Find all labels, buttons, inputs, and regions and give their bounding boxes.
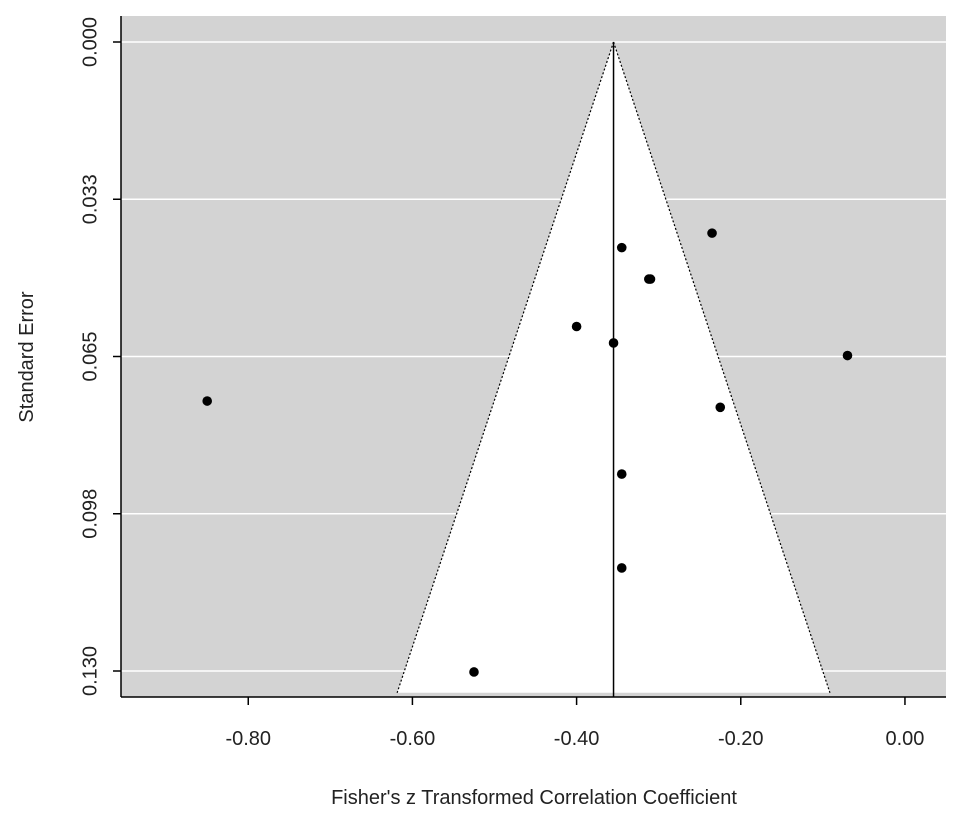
x-axis-title: Fisher's z Transformed Correlation Coeff… [331, 787, 737, 809]
data-point-3 [644, 274, 654, 284]
data-point-5 [608, 338, 619, 348]
x-tick-label-2: -0.40 [554, 728, 600, 750]
data-point-10 [616, 563, 627, 573]
data-point-11 [469, 667, 479, 677]
x-tick-label-4: 0.00 [885, 728, 924, 750]
data-point-1 [616, 242, 627, 253]
y-tick-label-2: 0.065 [79, 331, 101, 381]
data-point-8 [715, 402, 726, 413]
data-point-6 [842, 350, 853, 361]
y-axis-ticks: 0.000 0.033 0.065 0.098 0.130 [79, 17, 121, 696]
y-axis-title: Standard Error [16, 291, 38, 423]
x-tick-label-3: -0.20 [718, 728, 764, 750]
data-point-4 [571, 321, 582, 332]
y-tick-label-3: 0.098 [79, 489, 101, 539]
data-point-0 [707, 228, 717, 238]
y-tick-label-1: 0.033 [79, 174, 101, 224]
y-tick-label-0: 0.000 [79, 17, 101, 67]
funnel-region [396, 41, 831, 697]
data-point-7 [202, 396, 212, 406]
x-tick-label-1: -0.60 [390, 728, 436, 750]
x-axis-ticks: -0.80 -0.60 -0.40 -0.20 0.00 [225, 697, 924, 750]
data-points [202, 228, 853, 677]
data-point-9 [616, 469, 627, 479]
x-tick-label-0: -0.80 [225, 728, 271, 750]
y-tick-label-4: 0.130 [79, 646, 101, 696]
